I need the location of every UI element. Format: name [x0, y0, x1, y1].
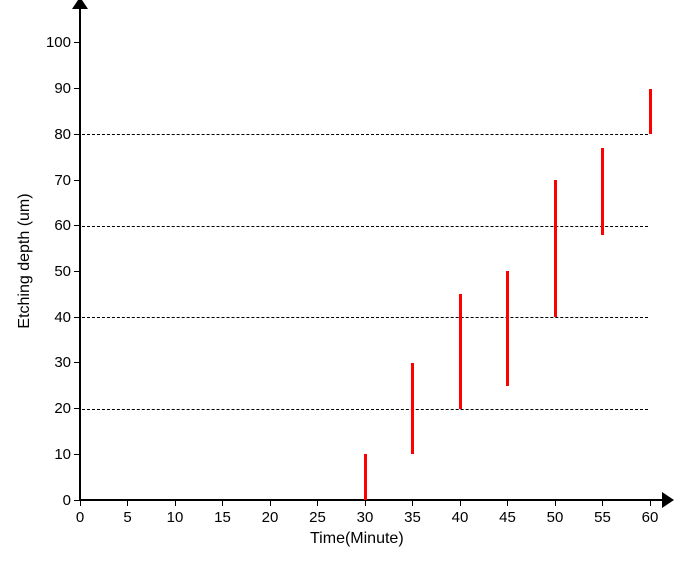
x-tick-label: 50: [540, 509, 570, 526]
x-tick: [555, 500, 556, 506]
x-tick-label: 10: [160, 509, 190, 526]
x-tick-label: 5: [113, 509, 143, 526]
x-tick-label: 45: [493, 509, 523, 526]
y-axis-arrow-icon: [72, 0, 88, 9]
x-tick-label: 40: [445, 509, 475, 526]
x-tick: [222, 500, 223, 506]
data-bar: [364, 454, 367, 500]
y-tick: [74, 88, 80, 89]
y-tick-label: 100: [46, 34, 71, 51]
y-tick-label: 0: [63, 492, 71, 509]
y-tick-label: 50: [54, 263, 71, 280]
x-tick: [317, 500, 318, 506]
y-tick: [74, 454, 80, 455]
x-tick: [650, 500, 651, 506]
y-tick: [74, 317, 80, 318]
x-tick-label: 15: [208, 509, 238, 526]
y-tick-label: 80: [54, 126, 71, 143]
x-axis-arrow-icon: [662, 492, 674, 508]
x-tick-label: 55: [588, 509, 618, 526]
y-tick-label: 10: [54, 446, 71, 463]
y-tick-label: 20: [54, 400, 71, 417]
y-tick-label: 40: [54, 309, 71, 326]
data-bar: [649, 89, 652, 135]
reference-line: [82, 317, 648, 318]
x-tick: [602, 500, 603, 506]
x-tick: [127, 500, 128, 506]
x-tick-label: 60: [635, 509, 665, 526]
y-tick: [74, 134, 80, 135]
y-tick: [74, 408, 80, 409]
x-tick-label: 30: [350, 509, 380, 526]
y-tick: [74, 225, 80, 226]
y-axis-label: Etching depth (um): [16, 191, 34, 331]
y-tick: [74, 271, 80, 272]
x-tick-label: 20: [255, 509, 285, 526]
y-tick-label: 70: [54, 172, 71, 189]
x-tick: [460, 500, 461, 506]
data-bar: [554, 180, 557, 317]
x-tick-label: 0: [65, 509, 95, 526]
reference-line: [82, 409, 648, 410]
plot-area: [80, 20, 650, 500]
y-tick: [74, 362, 80, 363]
x-axis-label: Time(Minute): [310, 530, 404, 548]
data-bar: [506, 271, 509, 385]
y-tick-label: 90: [54, 80, 71, 97]
data-bar: [601, 148, 604, 235]
x-tick-label: 25: [303, 509, 333, 526]
x-tick-label: 35: [398, 509, 428, 526]
y-tick: [74, 180, 80, 181]
chart-container: Etching depth (um) Time(Minute) 0 5 10 15 20…: [0, 0, 685, 568]
x-tick: [412, 500, 413, 506]
x-tick: [507, 500, 508, 506]
x-tick: [175, 500, 176, 506]
y-tick-label: 60: [54, 217, 71, 234]
y-tick: [74, 500, 80, 501]
y-tick: [74, 42, 80, 43]
x-axis-line: [80, 499, 662, 501]
y-tick-label: 30: [54, 354, 71, 371]
y-axis-line: [79, 8, 81, 500]
x-tick: [365, 500, 366, 506]
data-bar: [459, 294, 462, 408]
data-bar: [411, 363, 414, 454]
reference-line: [82, 134, 648, 135]
x-tick: [80, 500, 81, 506]
x-tick: [270, 500, 271, 506]
reference-line: [82, 226, 648, 227]
